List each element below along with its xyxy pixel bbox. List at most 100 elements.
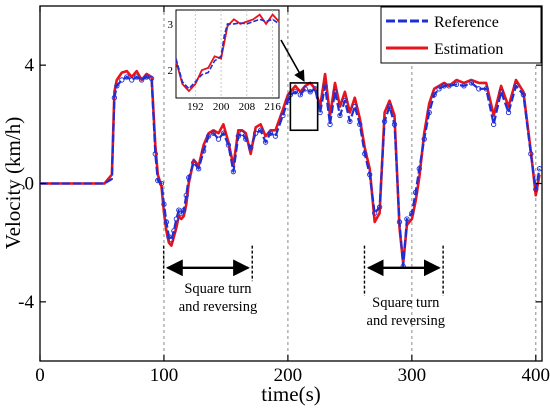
series-reference-marker — [243, 136, 249, 142]
series-layer — [40, 69, 543, 269]
x-tick-label: 200 — [274, 365, 303, 386]
series-reference-marker — [143, 74, 150, 80]
series-reference-marker — [409, 210, 415, 216]
series-reference-marker — [196, 166, 202, 172]
series-reference-marker — [235, 133, 241, 139]
x-tick-label: 0 — [35, 365, 45, 386]
series-reference-marker — [200, 148, 207, 154]
inset-x-tick-label: 192 — [187, 101, 204, 113]
inset-x-tick-label: 200 — [213, 101, 230, 113]
series-reference-marker — [119, 77, 125, 83]
series-reference-marker — [124, 74, 130, 80]
series-reference-marker — [347, 118, 353, 125]
series-reference-marker — [280, 112, 286, 119]
series-reference-marker — [386, 103, 393, 110]
series-reference-marker — [181, 207, 187, 213]
annotation-text: and reversing — [179, 299, 258, 315]
series-reference-marker — [161, 201, 167, 207]
series-reference-marker — [505, 109, 512, 116]
series-reference-marker — [225, 142, 232, 148]
series-reference-marker — [372, 210, 378, 216]
series-reference-marker — [148, 75, 155, 82]
series-reference-marker — [248, 145, 254, 151]
series-reference-marker — [498, 89, 504, 95]
series-reference-marker — [426, 109, 432, 116]
series-reference-marker — [536, 166, 543, 172]
y-axis-label: Velocity (km/h) — [1, 117, 25, 249]
series-reference-marker — [230, 169, 237, 175]
series-reference-marker — [168, 237, 175, 243]
x-tick-label: 400 — [522, 365, 550, 386]
series-reference-marker — [173, 216, 179, 222]
series-reference-marker — [205, 133, 212, 139]
legend-reference-label: Reference — [434, 14, 499, 31]
series-reference-marker — [292, 89, 298, 95]
inset-y-tick-label: 2 — [168, 65, 174, 77]
series-reference-marker — [421, 136, 427, 142]
inset-zoom: 192 200 208 216 2 3 — [168, 9, 319, 132]
series-reference-marker — [491, 121, 497, 127]
series-reference-marker — [155, 177, 161, 184]
series-reference-marker — [215, 136, 222, 142]
series-reference-marker — [191, 160, 197, 166]
series-reference-marker — [453, 81, 460, 88]
series-reference-marker — [396, 219, 403, 225]
series-reference-marker — [171, 228, 177, 234]
series-reference-marker — [352, 103, 358, 110]
series-reference-marker — [297, 92, 303, 98]
y-tick-label: 0 — [25, 174, 35, 195]
series-reference-marker — [412, 189, 419, 196]
annotation-text: and reversing — [367, 313, 446, 329]
legend-box — [380, 6, 542, 64]
series-reference-marker — [391, 121, 398, 127]
series-reference-marker — [381, 118, 388, 125]
series-reference-marker — [253, 130, 259, 136]
series-reference-marker — [158, 180, 165, 187]
x-axis-label: time(s) — [261, 382, 320, 406]
series-reference-marker — [513, 83, 519, 89]
series-reference-marker — [476, 86, 482, 92]
legend: Reference Estimation — [380, 6, 542, 64]
series-reference-marker — [362, 151, 368, 157]
inset-x-tick-label: 216 — [264, 101, 281, 113]
series-reference-marker — [239, 130, 245, 136]
series-reference-marker — [431, 92, 437, 98]
inset-x-tick-label: 208 — [239, 101, 256, 113]
series-reference-marker — [210, 130, 217, 136]
series-reference-marker — [446, 83, 452, 89]
series-reference-marker — [186, 174, 192, 181]
series-reference-marker — [337, 112, 343, 119]
series-reference-marker — [468, 80, 474, 86]
series-reference-marker — [183, 192, 189, 198]
y-tick-label: 4 — [25, 55, 35, 76]
series-reference-marker — [134, 74, 140, 80]
series-reference-marker — [441, 83, 447, 89]
annotation-text: Square turn — [372, 295, 440, 311]
series-reference-marker — [367, 171, 373, 178]
reference-lines — [163, 6, 537, 361]
series-reference-marker — [461, 83, 467, 89]
zoom-connector-arrow — [280, 39, 305, 82]
inset-reference-line — [175, 18, 280, 90]
series-reference-marker — [262, 139, 269, 145]
series-reference-marker — [111, 95, 118, 101]
series-reference-marker — [483, 86, 489, 92]
series-reference-marker — [152, 151, 158, 157]
plot-area — [39, 5, 543, 362]
series-reference-marker — [533, 186, 539, 193]
annotations: Square turn and reversing Square turn and r… — [162, 245, 446, 329]
series-reference-marker — [114, 83, 120, 89]
series-reference-marker — [436, 86, 442, 92]
series-reference-marker — [327, 121, 333, 127]
inset-estimation-line — [175, 13, 280, 93]
series-reference-marker — [307, 89, 313, 95]
series-reference-marker — [322, 83, 328, 89]
series-reference-marker — [272, 133, 279, 139]
y-tick-label: -4 — [18, 292, 34, 313]
series-reference-marker — [129, 77, 135, 83]
series-reference-marker — [163, 219, 170, 225]
series-reference-marker — [520, 92, 527, 98]
series-reference-marker — [257, 127, 264, 133]
series-reference-marker — [416, 166, 422, 172]
